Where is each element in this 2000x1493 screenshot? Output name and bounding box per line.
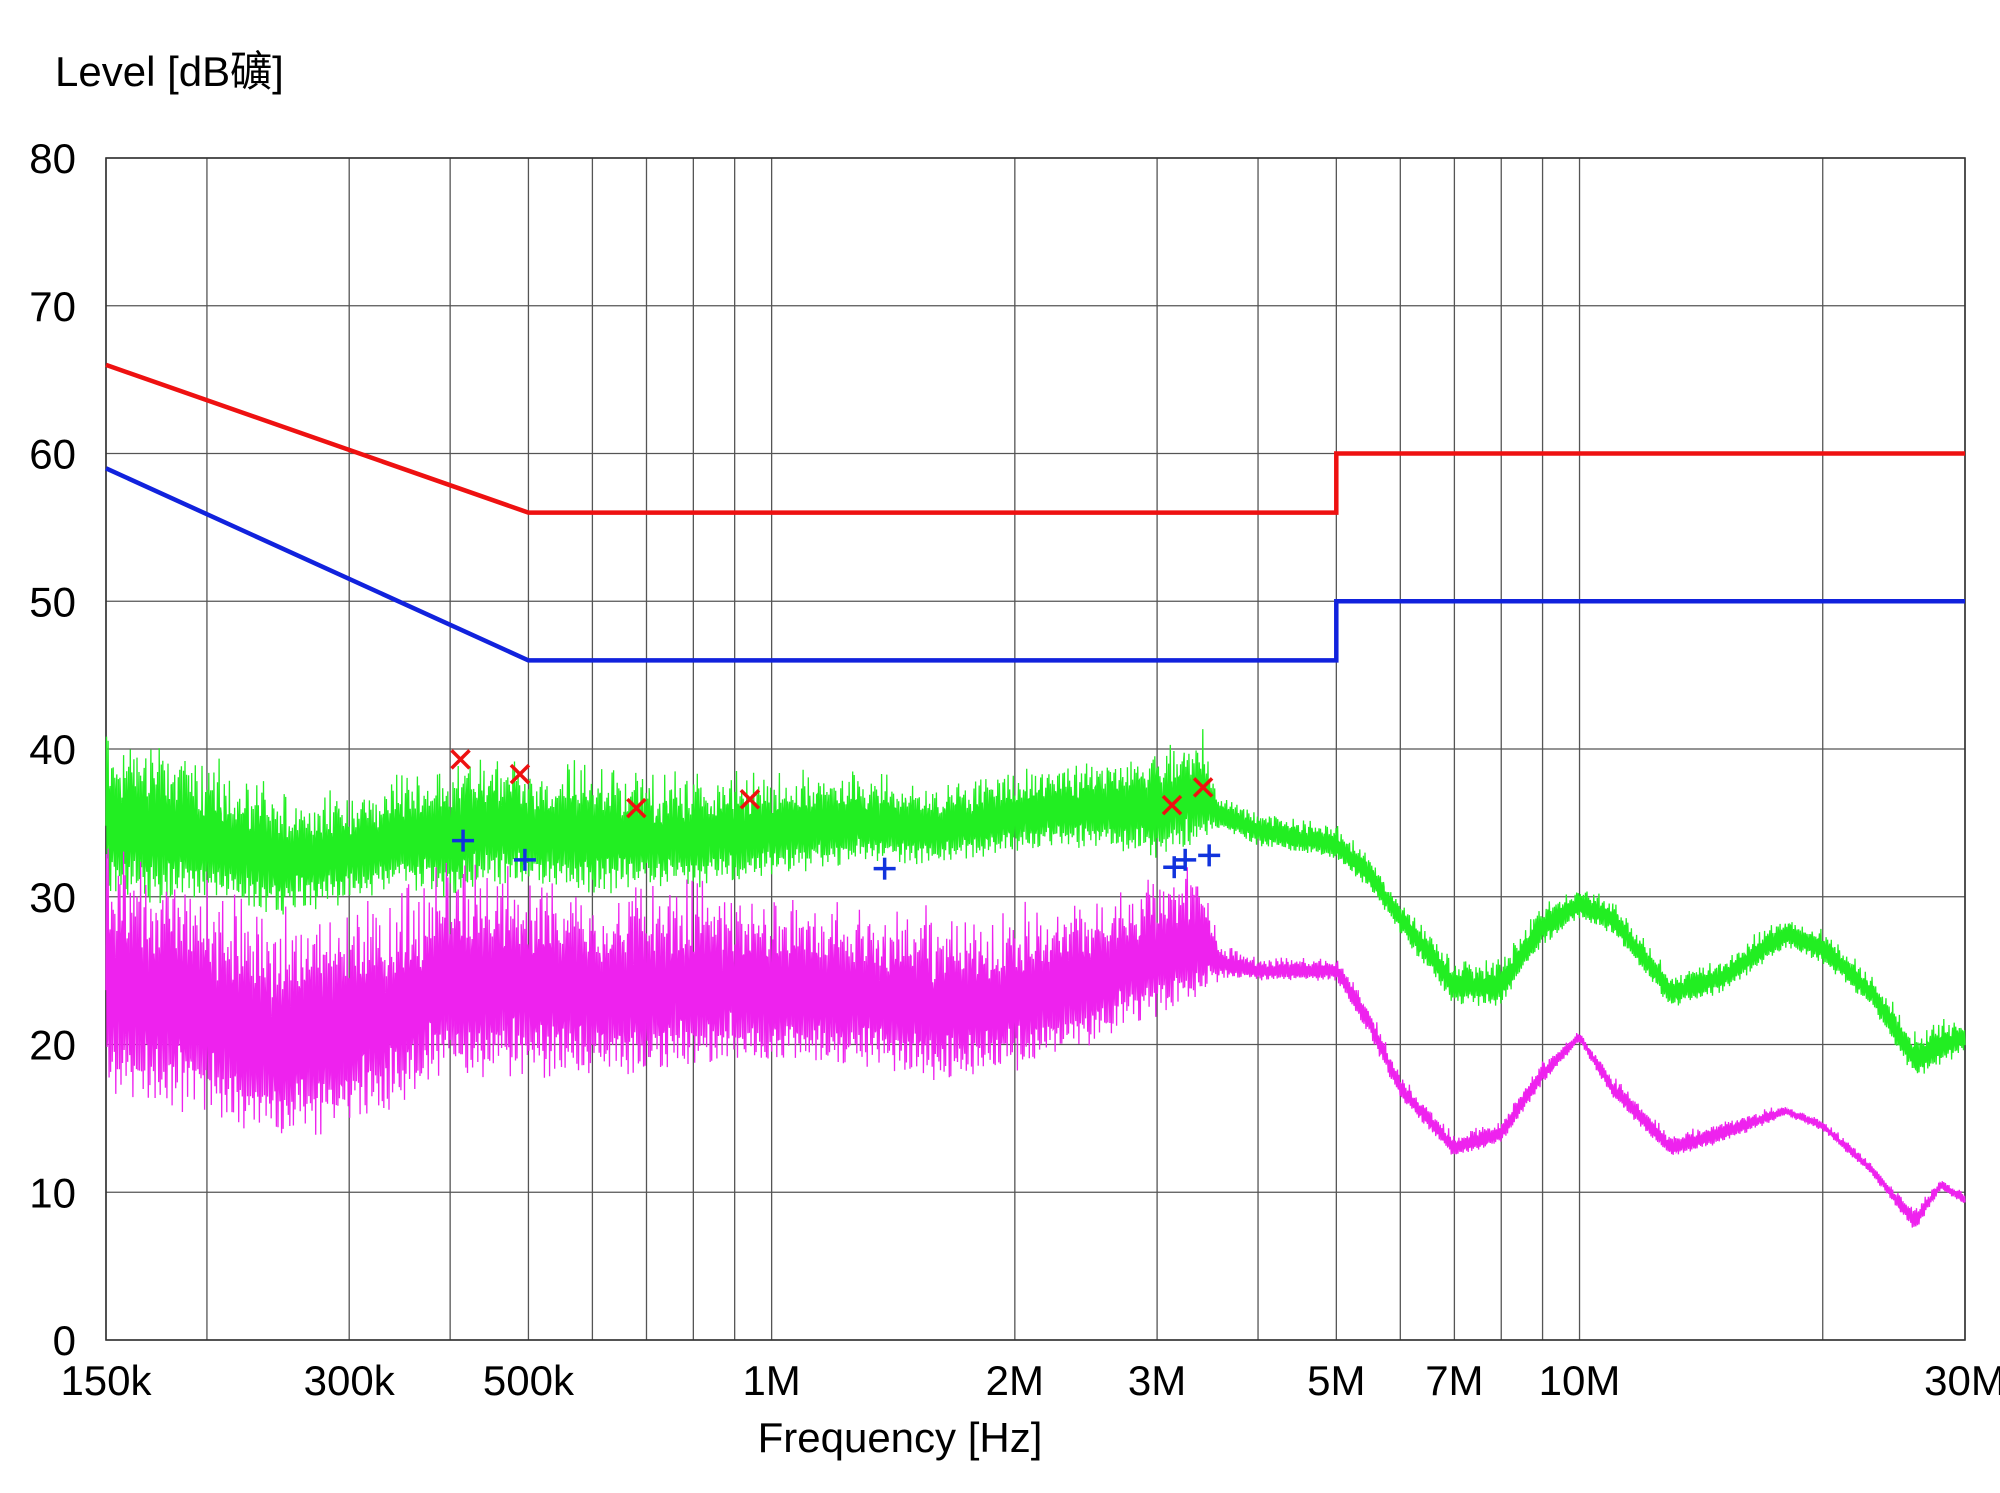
magenta-trace-series (105, 848, 1966, 1228)
tick-labels: 0 10 20 30 40 50 60 70 80 150k 300k 500k 1M 2M 3M 5M 7M 1… (29, 135, 2000, 1404)
x-tick-label: 5M (1307, 1357, 1365, 1404)
magenta-trace (105, 848, 1966, 1228)
plus-marker (452, 829, 475, 852)
x-marker-stroke (1192, 777, 1214, 798)
x-axis-title: Frequency [Hz] (758, 1414, 1043, 1461)
x-marker-stroke (626, 797, 647, 819)
x-tick-label: 1M (742, 1357, 800, 1404)
x-tick-label: 2M (986, 1357, 1044, 1404)
blue-limit-line (105, 466, 1965, 663)
y-tick-label: 70 (29, 283, 76, 330)
x-tick-label: 3M (1128, 1357, 1186, 1404)
x-marker (509, 763, 531, 785)
x-marker (1192, 777, 1214, 798)
x-marker (739, 788, 761, 810)
x-marker-stroke (1161, 794, 1183, 816)
y-tick-label: 50 (29, 578, 76, 625)
y-tick-label: 60 (29, 431, 76, 478)
y-axis-title: Level [dB礦] (55, 48, 284, 95)
x-tick-label: 30M (1924, 1357, 2000, 1404)
green-trace-series (105, 729, 1966, 1074)
x-tick-label: 10M (1539, 1357, 1621, 1404)
plus-marker (1174, 848, 1197, 871)
x-marker (626, 797, 647, 819)
y-tick-label: 40 (29, 726, 76, 773)
plus-marker (513, 848, 536, 871)
x-marker-stroke (450, 749, 471, 770)
x-tick-label: 300k (304, 1357, 396, 1404)
plus-marker (873, 857, 896, 880)
red-limit-line (105, 362, 1965, 515)
y-tick-label: 30 (29, 874, 76, 921)
green-trace (105, 729, 1966, 1074)
markers (450, 749, 1221, 880)
x-marker-stroke (509, 763, 531, 785)
x-marker (1161, 794, 1183, 816)
x-tick-label: 7M (1425, 1357, 1483, 1404)
x-marker-stroke (739, 788, 761, 810)
y-tick-label: 20 (29, 1022, 76, 1069)
y-tick-label: 0 (53, 1317, 76, 1364)
x-tick-label: 150k (60, 1357, 152, 1404)
y-tick-label: 10 (29, 1169, 76, 1216)
x-marker (450, 749, 471, 770)
plus-marker (1198, 844, 1221, 867)
limit-lines (105, 362, 1965, 663)
y-tick-label: 80 (29, 135, 76, 182)
x-tick-label: 500k (483, 1357, 575, 1404)
